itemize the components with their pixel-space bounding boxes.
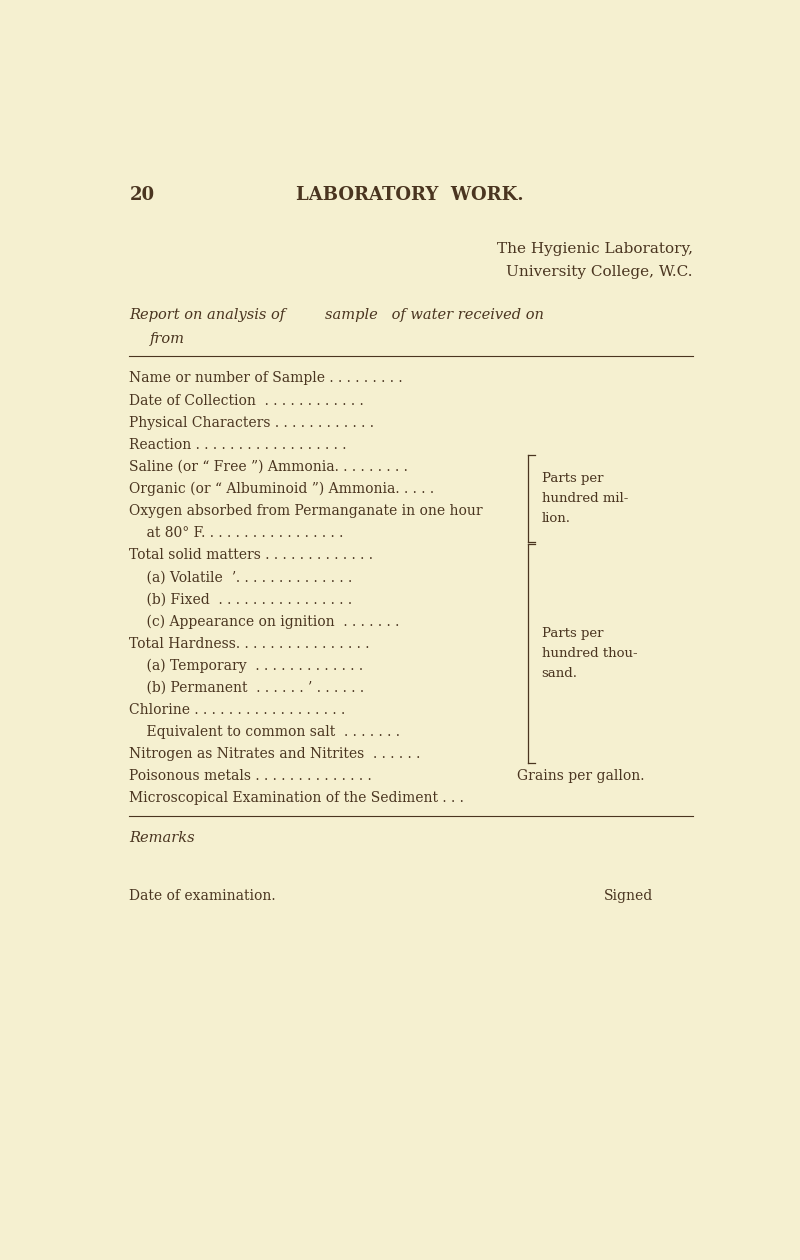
- Text: hundred thou-: hundred thou-: [542, 646, 638, 659]
- Text: University College, W.C.: University College, W.C.: [506, 265, 693, 280]
- Text: (a) Volatile  ʼ. . . . . . . . . . . . . .: (a) Volatile ʼ. . . . . . . . . . . . . …: [130, 571, 353, 585]
- Text: Total Hardness. . . . . . . . . . . . . . . .: Total Hardness. . . . . . . . . . . . . …: [130, 636, 370, 650]
- Text: Reaction . . . . . . . . . . . . . . . . . .: Reaction . . . . . . . . . . . . . . . .…: [130, 437, 347, 452]
- Text: Poisonous metals . . . . . . . . . . . . . .: Poisonous metals . . . . . . . . . . . .…: [130, 769, 372, 784]
- Text: LABORATORY  WORK.: LABORATORY WORK.: [296, 186, 524, 204]
- Text: sample   of water received on: sample of water received on: [325, 307, 544, 321]
- Text: (b) Permanent  . . . . . . ’ . . . . . .: (b) Permanent . . . . . . ’ . . . . . .: [130, 680, 365, 694]
- Text: Total solid matters . . . . . . . . . . . . .: Total solid matters . . . . . . . . . . …: [130, 548, 374, 562]
- Text: hundred mil-: hundred mil-: [542, 491, 628, 505]
- Text: Report on analysis of: Report on analysis of: [130, 307, 286, 321]
- Text: (a) Temporary  . . . . . . . . . . . . .: (a) Temporary . . . . . . . . . . . . .: [130, 659, 363, 673]
- Text: from: from: [150, 333, 186, 347]
- Text: Parts per: Parts per: [542, 626, 603, 640]
- Text: Physical Characters . . . . . . . . . . . .: Physical Characters . . . . . . . . . . …: [130, 416, 374, 430]
- Text: The Hygienic Laboratory,: The Hygienic Laboratory,: [497, 242, 693, 256]
- Text: Name or number of Sample . . . . . . . . .: Name or number of Sample . . . . . . . .…: [130, 372, 403, 386]
- Text: Chlorine . . . . . . . . . . . . . . . . . .: Chlorine . . . . . . . . . . . . . . . .…: [130, 703, 346, 717]
- Text: at 80° F. . . . . . . . . . . . . . . . .: at 80° F. . . . . . . . . . . . . . . . …: [130, 527, 344, 541]
- Text: sand.: sand.: [542, 667, 578, 679]
- Text: Organic (or “ Albuminoid ”) Ammonia. . . . .: Organic (or “ Albuminoid ”) Ammonia. . .…: [130, 481, 434, 496]
- Text: Nitrogen as Nitrates and Nitrites  . . . . . .: Nitrogen as Nitrates and Nitrites . . . …: [130, 747, 421, 761]
- Text: (b) Fixed  . . . . . . . . . . . . . . . .: (b) Fixed . . . . . . . . . . . . . . . …: [130, 592, 353, 606]
- Text: Remarks: Remarks: [130, 832, 195, 845]
- Text: Grains per gallon.: Grains per gallon.: [517, 769, 645, 784]
- Text: Equivalent to common salt  . . . . . . .: Equivalent to common salt . . . . . . .: [130, 724, 401, 740]
- Text: Date of examination.: Date of examination.: [130, 890, 276, 903]
- Text: 20: 20: [130, 186, 154, 204]
- Text: Saline (or “ Free ”) Ammonia. . . . . . . . .: Saline (or “ Free ”) Ammonia. . . . . . …: [130, 460, 408, 474]
- Text: Parts per: Parts per: [542, 471, 603, 485]
- Text: Microscopical Examination of the Sediment . . .: Microscopical Examination of the Sedimen…: [130, 791, 464, 805]
- Text: lion.: lion.: [542, 512, 570, 525]
- Text: Oxygen absorbed from Permanganate in one hour: Oxygen absorbed from Permanganate in one…: [130, 504, 483, 518]
- Text: (c) Appearance on ignition  . . . . . . .: (c) Appearance on ignition . . . . . . .: [130, 615, 400, 629]
- Text: Signed: Signed: [604, 890, 653, 903]
- Text: Date of Collection  . . . . . . . . . . . .: Date of Collection . . . . . . . . . . .…: [130, 393, 364, 407]
